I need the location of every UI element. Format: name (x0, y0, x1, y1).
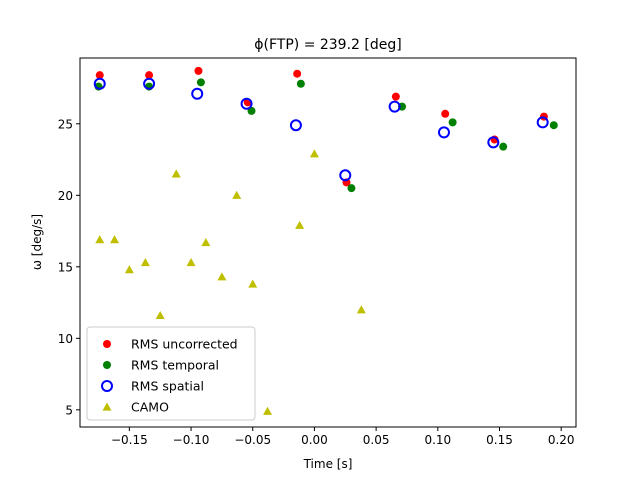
legend-entry: RMS uncorrected (103, 337, 238, 352)
data-point (95, 71, 104, 80)
legend: RMS uncorrected RMS temporal RMS spatial CA… (86, 326, 256, 421)
legend-box (86, 326, 256, 421)
x-tick-label: −0.10 (173, 433, 210, 447)
data-point (145, 71, 154, 80)
x-tick-label: −0.05 (234, 433, 271, 447)
data-point (186, 258, 196, 267)
y-tick-label: 10 (58, 332, 73, 346)
data-point (263, 406, 273, 415)
legend-marker (102, 402, 112, 411)
data-point (296, 79, 305, 88)
y-tick-label: 25 (58, 117, 73, 131)
legend-marker (101, 380, 113, 392)
plot-area-frame (79, 57, 577, 428)
data-point (437, 126, 450, 139)
chart-title: ϕ(FTP) = 239.2 [deg] (254, 37, 401, 53)
data-point (124, 265, 134, 274)
series-2 (93, 77, 549, 182)
data-point (391, 92, 400, 101)
data-point (93, 77, 106, 90)
data-point (95, 235, 105, 244)
legend-entry: CAMO (102, 400, 169, 415)
data-point (171, 169, 181, 178)
legend-marker (103, 361, 111, 369)
data-point (536, 116, 549, 129)
legend-marker (103, 340, 111, 348)
data-point (201, 238, 211, 247)
data-point (441, 109, 450, 118)
legend-entry: RMS spatial (101, 379, 204, 394)
series-0 (95, 66, 548, 187)
data-point (499, 142, 508, 151)
legend-label: RMS spatial (131, 379, 204, 394)
y-tick-label: 15 (58, 260, 73, 274)
y-tick-label: 5 (65, 403, 73, 417)
data-point (549, 121, 558, 130)
data-point (140, 258, 150, 267)
x-tick-label: 0.10 (424, 433, 451, 447)
x-tick-label: −0.15 (111, 433, 148, 447)
legend-label: RMS temporal (131, 358, 219, 373)
x-tick-label: 0.05 (363, 433, 390, 447)
data-point (232, 190, 242, 199)
legend-label: RMS uncorrected (131, 337, 238, 352)
data-point (339, 169, 352, 182)
x-tick-label: 0.00 (301, 433, 328, 447)
data-point (155, 310, 165, 320)
data-point (448, 118, 457, 127)
data-point (191, 87, 204, 100)
data-point (196, 78, 205, 87)
data-point (347, 184, 356, 193)
series-3 (95, 149, 366, 415)
y-axis-label: ω [deg/s] (30, 214, 44, 270)
data-point (248, 279, 258, 288)
y-axis: 5 10 15 20 25 (58, 117, 80, 417)
data-point (194, 66, 203, 75)
data-point (388, 100, 401, 113)
data-point (295, 220, 305, 229)
data-point (309, 149, 319, 158)
x-axis-label: Time [s] (303, 457, 353, 471)
data-point (487, 136, 500, 149)
legend-items: RMS uncorrected RMS temporal RMS spatial CA… (101, 337, 238, 415)
data-point (217, 272, 227, 281)
data-point (143, 77, 156, 90)
plot-points (93, 66, 558, 415)
data-point (356, 305, 366, 314)
x-tick-label: 0.15 (486, 433, 513, 447)
data-point (293, 69, 302, 78)
x-tick-label: 0.20 (548, 433, 575, 447)
legend-entry: RMS temporal (103, 358, 219, 373)
y-tick-label: 20 (58, 189, 73, 203)
x-axis: −0.15 −0.10 −0.05 0.00 0.05 0.10 0.15 0.20 (111, 427, 575, 447)
data-point (289, 119, 302, 132)
series-1 (94, 78, 558, 193)
data-point (110, 235, 120, 244)
legend-label: CAMO (131, 400, 169, 415)
data-point (240, 97, 253, 110)
